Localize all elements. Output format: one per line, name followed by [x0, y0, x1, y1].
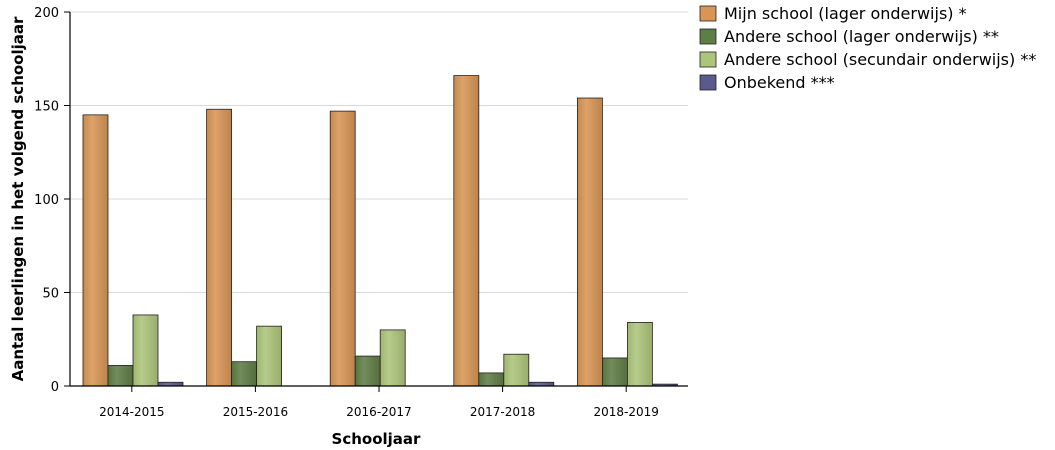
legend-label: Andere school (lager onderwijs) ** [724, 27, 999, 46]
legend-label: Onbekend *** [724, 73, 835, 92]
bar [231, 361, 258, 387]
x-tick-label: 2018-2019 [593, 405, 658, 419]
bar [82, 114, 109, 387]
bars [82, 75, 678, 387]
y-tick-label: 50 [42, 287, 59, 302]
legend-swatch [699, 51, 717, 68]
bar [602, 357, 628, 387]
legend: Mijn school (lager onderwijs) * Andere sc… [699, 4, 1036, 92]
bar [206, 108, 233, 387]
legend-swatch [699, 28, 717, 45]
x-tick-label: 2017-2018 [470, 405, 535, 419]
legend-label: Andere school (secundair onderwijs) ** [724, 50, 1036, 69]
bar [453, 75, 480, 387]
bar [132, 314, 159, 387]
x-tick-label: 2015-2016 [223, 405, 288, 419]
y-tick-labels: 0 50 100 150 200 [34, 6, 70, 395]
bar [478, 372, 505, 387]
bar [354, 355, 381, 387]
y-tick-label: 200 [34, 6, 59, 21]
bar [577, 97, 603, 387]
y-axis-title: Aantal leerlingen in het volgend schoolj… [9, 16, 27, 381]
legend-swatch [699, 74, 717, 91]
bar [107, 365, 134, 387]
y-tick-label: 0 [51, 380, 59, 395]
legend-label: Mijn school (lager onderwijs) * [724, 4, 967, 23]
x-tick-labels: 2014-2015 2015-2016 2016-2017 2017-2018 2018… [99, 386, 659, 419]
y-tick-label: 100 [34, 193, 59, 208]
y-tick-label: 150 [34, 100, 59, 115]
bar [379, 329, 406, 387]
bar [503, 353, 530, 387]
x-axis-title: Schooljaar [332, 430, 422, 448]
x-tick-label: 2016-2017 [346, 405, 411, 419]
bar [329, 110, 356, 387]
legend-swatch [699, 5, 717, 22]
bar [627, 322, 653, 387]
bar [256, 325, 283, 387]
x-tick-label: 2014-2015 [99, 405, 164, 419]
